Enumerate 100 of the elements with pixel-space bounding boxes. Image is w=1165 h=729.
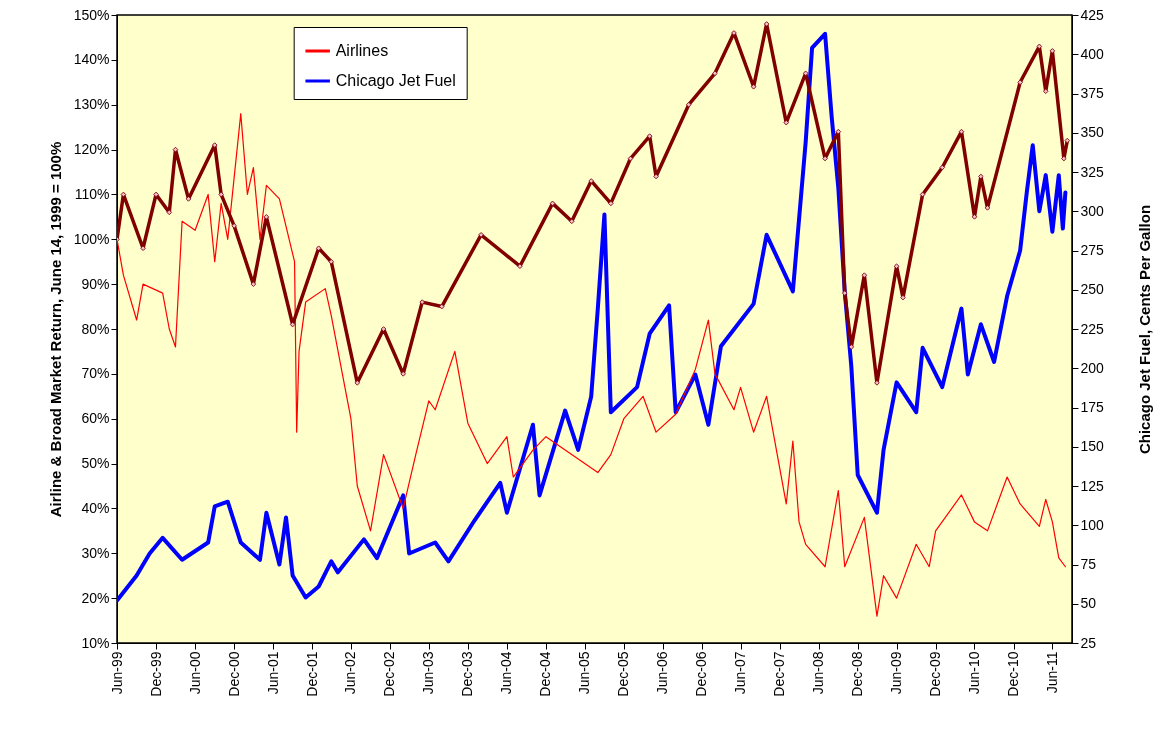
x-tick-label: Jun-05 [576,651,593,695]
x-tick-label: Jun-03 [420,651,437,695]
y-tick-label: 40% [81,499,110,516]
point [971,214,978,220]
point [250,281,257,287]
y2-tick-label: 250 [1080,281,1105,298]
y2-tick-label: 425 [1080,6,1105,23]
y-tick-label: 100% [73,230,110,247]
y-tick-label: 80% [81,320,110,337]
point [763,21,770,27]
point [380,326,387,332]
line-series [117,113,1066,617]
x-tick-label: Dec-07 [771,651,788,697]
y2-tick-label: 375 [1080,85,1105,101]
point [289,321,296,328]
y2-tick-label: 350 [1080,124,1105,141]
x-tick-label: Dec-02 [381,651,398,697]
y2-tick-label: 325 [1080,163,1105,180]
y2-tick-label: 100 [1080,516,1105,533]
y2-tick-label: 400 [1080,45,1105,62]
point [984,205,991,211]
y2-tick-label: 25 [1080,634,1097,651]
legend-label: Chicago Jet Fuel [335,72,456,89]
x-tick-label: Jun-10 [965,651,982,695]
y2-tick-label: 200 [1080,359,1105,376]
point [835,128,842,135]
x-tick-label: Jun-06 [654,651,671,695]
point [153,191,159,198]
point [354,380,361,386]
point [218,191,224,198]
y-tick-label: 130% [73,96,110,113]
point [1043,88,1049,94]
point [419,299,425,305]
point [893,263,900,269]
x-tick-label: Jun-00 [186,651,203,695]
x-tick-label: Dec-99 [147,651,164,697]
point [185,196,192,202]
point [712,70,718,77]
point [517,263,523,269]
point [627,155,634,162]
point [212,142,218,148]
line-series [117,31,1068,603]
point [822,155,828,162]
y2-tick-label: 300 [1080,202,1105,219]
point [120,191,127,198]
point [1064,137,1071,144]
point [140,245,146,251]
point [1036,43,1043,50]
x-tick-label: Dec-06 [693,651,710,697]
point [939,164,945,171]
x-tick-label: Dec-10 [1005,651,1022,697]
point [328,258,335,265]
x-tick-label: Jun-02 [342,651,359,695]
point [549,200,556,207]
point [166,209,173,216]
y2-tick-label: 125 [1080,477,1105,494]
point [439,303,445,310]
y-tick-label: 10% [81,634,110,651]
x-tick-label: Jun-09 [888,651,905,695]
y-tick-label: 110% [74,185,110,202]
point [608,200,614,207]
point [685,101,692,108]
x-tick-label: Jun-04 [498,651,515,695]
point [731,30,737,36]
y2-axis-title: Chicago Jet Fuel, Cents Per Gallon [1135,204,1153,455]
point [783,119,789,126]
point [231,223,237,229]
point [172,146,179,153]
y-tick-label: 150% [73,6,110,23]
point [919,191,926,198]
point [978,173,984,180]
x-tick-label: Dec-01 [303,651,320,697]
x-tick-label: Jun-99 [108,651,125,695]
point [841,290,848,296]
x-tick-label: Jun-07 [732,651,749,695]
x-tick-label: Dec-09 [927,651,944,697]
y-tick-label: 70% [81,365,110,382]
point [588,178,594,184]
y-tick-label: 60% [81,410,110,427]
point [263,214,270,220]
point [646,133,653,139]
point [848,344,855,350]
point [958,128,965,135]
point [400,371,406,377]
y-tick-label: 50% [81,455,110,472]
point [653,173,659,180]
point [750,84,757,90]
x-tick-label: Jun-11 [1043,651,1060,694]
y-tick-label: 90% [81,275,110,292]
x-tick-label: Dec-05 [615,651,632,697]
y-tick-label: 30% [81,544,110,561]
y-tick-label: 120% [73,141,110,158]
y2-tick-label: 175 [1080,399,1105,415]
x-tick-label: Dec-03 [459,651,476,697]
point [478,232,484,238]
y2-tick-label: 50 [1080,595,1097,612]
x-tick-label: Dec-00 [225,651,242,697]
y2-tick-label: 275 [1080,242,1105,258]
x-tick-label: Dec-04 [537,651,554,697]
x-tick-label: Jun-01 [264,651,281,695]
